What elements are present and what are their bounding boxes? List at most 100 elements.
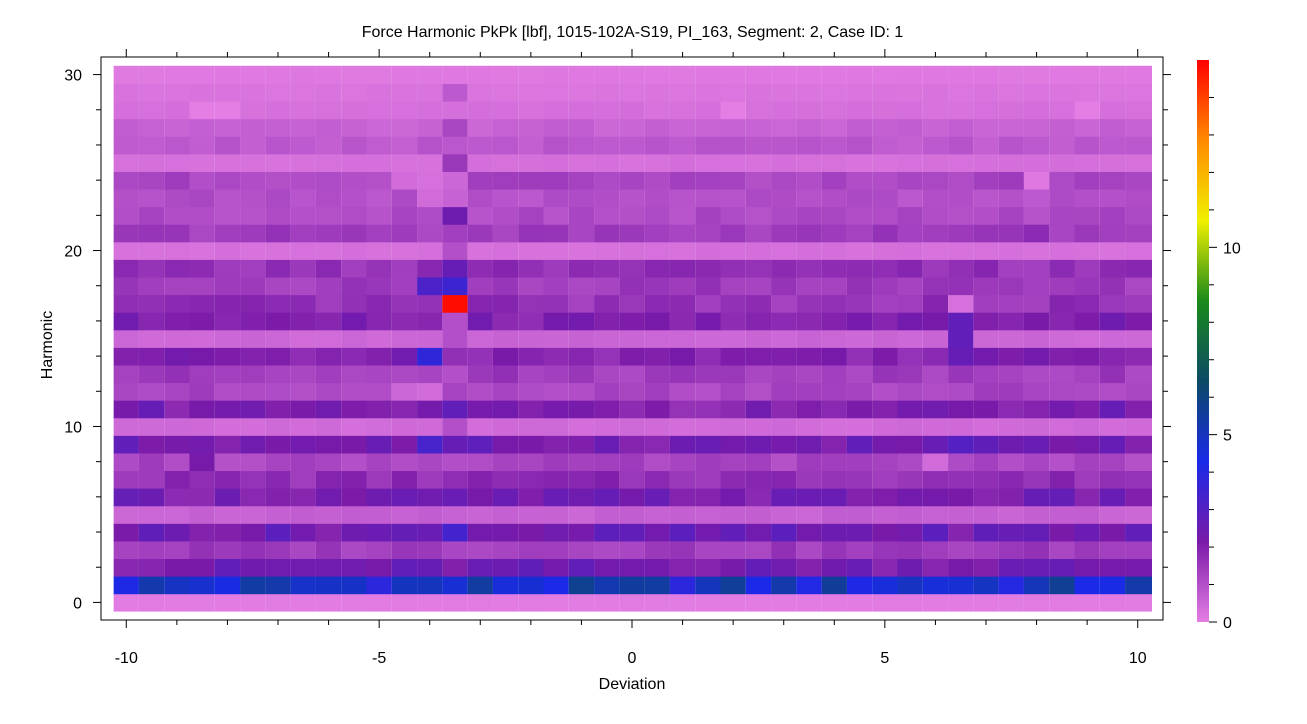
heatmap-cell [922, 329, 949, 348]
heatmap-cell [417, 523, 443, 542]
heatmap-cell [745, 259, 772, 278]
heatmap-cell [1023, 558, 1050, 577]
heatmap-cell [796, 558, 822, 577]
heatmap-cell [973, 452, 999, 472]
heatmap-cell [214, 276, 241, 296]
heatmap-cell [113, 417, 139, 436]
heatmap-cell [442, 505, 468, 524]
heatmap-cell [796, 65, 822, 84]
heatmap-cell [948, 171, 974, 190]
heatmap-cell [214, 329, 241, 348]
heatmap-cell [240, 312, 266, 331]
heatmap-cell [290, 136, 316, 155]
heatmap-cell [543, 347, 569, 366]
heatmap-cell [897, 505, 923, 524]
heatmap-cell [594, 505, 620, 524]
x-tick-label: 5 [880, 650, 889, 667]
x-tick-label: 0 [628, 650, 637, 667]
heatmap-cell [467, 470, 493, 489]
heatmap-cell [492, 206, 519, 225]
heatmap-cell [821, 523, 847, 542]
heatmap-cell [164, 329, 190, 348]
heatmap-cell [290, 188, 316, 208]
heatmap-cell [720, 540, 746, 560]
heatmap-cell [973, 400, 999, 419]
heatmap-cell [518, 540, 544, 560]
heatmap-cell [619, 118, 645, 137]
heatmap-cell [492, 347, 519, 366]
heatmap-cell [846, 558, 873, 577]
heatmap-cell [1125, 100, 1152, 120]
heatmap-cell [669, 382, 696, 401]
heatmap-cell [113, 400, 139, 419]
heatmap-cell [467, 505, 493, 524]
heatmap-cell [922, 224, 949, 243]
heatmap-cell [1125, 118, 1152, 137]
heatmap-cell [442, 312, 468, 331]
heatmap-cell [922, 488, 949, 507]
heatmap-cell [796, 241, 822, 260]
x-tick-label: -10 [115, 650, 138, 667]
heatmap-cell [214, 558, 241, 577]
heatmap-cell [391, 136, 418, 155]
heatmap-cell [973, 206, 999, 225]
heatmap-cell [290, 452, 316, 472]
heatmap-cell [998, 347, 1024, 366]
heatmap-cell [240, 540, 266, 560]
heatmap-cell [113, 153, 139, 172]
heatmap-cell [1023, 576, 1050, 595]
heatmap-cell [771, 576, 797, 595]
heatmap-cell [948, 435, 974, 454]
heatmap-cell [594, 576, 620, 595]
heatmap-cell [594, 276, 620, 296]
heatmap-cell [492, 276, 519, 296]
heatmap-cell [644, 171, 670, 190]
heatmap-cell [467, 241, 493, 260]
heatmap-cell [644, 136, 670, 155]
heatmap-cell [1049, 153, 1075, 172]
heatmap-cell [796, 100, 822, 120]
heatmap-cell [594, 435, 620, 454]
heatmap-cell [695, 540, 721, 560]
heatmap-cell [543, 505, 569, 524]
chart-title: Force Harmonic PkPk [lbf], 1015-102A-S19… [361, 24, 904, 41]
heatmap-cell [619, 259, 645, 278]
heatmap-cell [518, 100, 544, 120]
heatmap-cell [872, 540, 898, 560]
heatmap-cell [1125, 400, 1152, 419]
heatmap-cell [543, 65, 569, 84]
heatmap-cell [948, 83, 974, 102]
heatmap-cell [897, 435, 923, 454]
heatmap-cell [290, 540, 316, 560]
heatmap-cell [315, 470, 342, 489]
heatmap-cell [695, 259, 721, 278]
heatmap-cell [265, 364, 291, 384]
heatmap-cell [669, 364, 696, 384]
heatmap-cell [265, 470, 291, 489]
heatmap-cell [467, 118, 493, 137]
heatmap-cell [922, 452, 949, 472]
heatmap-cell [922, 435, 949, 454]
heatmap-cell [872, 364, 898, 384]
heatmap-cell [492, 294, 519, 313]
heatmap-cell [1074, 188, 1100, 208]
heatmap-cell [366, 206, 392, 225]
heatmap-cell [240, 505, 266, 524]
heatmap-cell [543, 276, 569, 296]
heatmap-cell [240, 470, 266, 489]
heatmap-cell [872, 382, 898, 401]
heatmap-cell [113, 329, 139, 348]
heatmap-cell [771, 118, 797, 137]
heatmap-cell [138, 294, 165, 313]
heatmap-cell [240, 100, 266, 120]
heatmap-cell [594, 382, 620, 401]
heatmap-cell [214, 470, 241, 489]
heatmap-cell [265, 153, 291, 172]
heatmap-cell [796, 593, 822, 612]
heatmap-cell [821, 540, 847, 560]
heatmap-cell [872, 470, 898, 489]
heatmap-cell [543, 312, 569, 331]
heatmap-cell [113, 593, 139, 612]
heatmap-cell [745, 136, 772, 155]
heatmap-cell [1099, 488, 1126, 507]
